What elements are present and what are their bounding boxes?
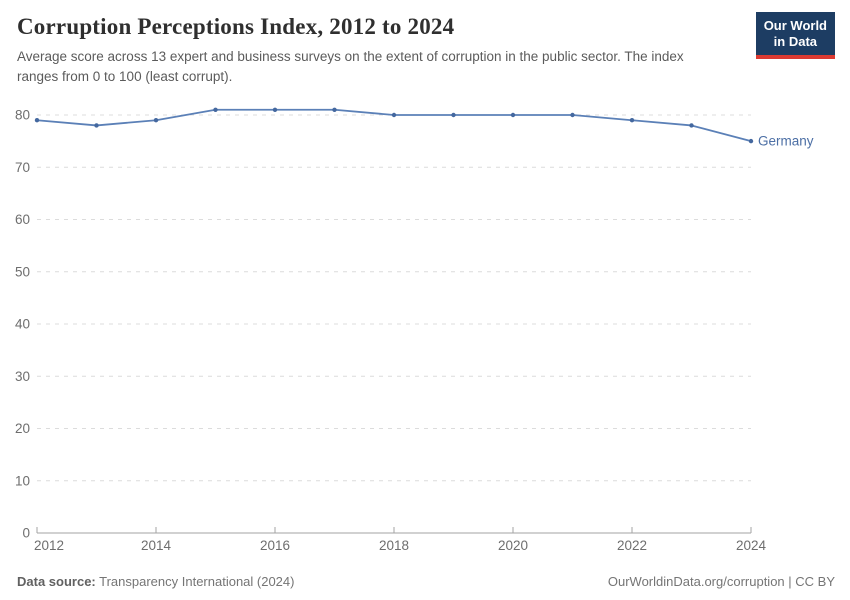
y-tick-label-80: 80 bbox=[15, 108, 30, 123]
x-tick-label-2016: 2016 bbox=[260, 538, 290, 553]
series-end-label-germany[interactable]: Germany bbox=[758, 134, 814, 149]
y-tick-label-10: 10 bbox=[15, 473, 30, 488]
data-point-germany-2024[interactable] bbox=[748, 138, 754, 144]
data-source-value: Transparency International (2024) bbox=[95, 574, 295, 589]
data-point-germany-2017[interactable] bbox=[332, 107, 337, 112]
owid-logo[interactable]: Our World in Data bbox=[755, 12, 835, 59]
data-point-germany-2022[interactable] bbox=[629, 118, 635, 123]
x-tick-label-2024: 2024 bbox=[736, 538, 767, 553]
y-tick-label-0: 0 bbox=[22, 526, 30, 541]
owid-citation-link[interactable]: OurWorldinData.org/corruption | CC BY bbox=[607, 574, 835, 589]
y-tick-label-60: 60 bbox=[15, 212, 30, 227]
data-point-germany-2019[interactable] bbox=[451, 112, 456, 118]
data-point-germany-2014[interactable] bbox=[153, 118, 159, 123]
x-tick-label-2012: 2012 bbox=[34, 538, 64, 553]
y-tick-label-30: 30 bbox=[15, 369, 30, 384]
chart-title: Corruption Perceptions Index, 2012 to 20… bbox=[17, 14, 455, 39]
y-tick-label-40: 40 bbox=[15, 317, 30, 332]
chart-header: Corruption Perceptions Index, 2012 to 20… bbox=[17, 14, 762, 86]
data-point-germany-2015[interactable] bbox=[213, 107, 218, 112]
data-point-germany-2016[interactable] bbox=[272, 107, 278, 112]
chart-footer: Data source: Transparency International … bbox=[17, 574, 835, 589]
chart-subtitle: Average score across 13 expert and busin… bbox=[17, 49, 684, 84]
x-tick-label-2022: 2022 bbox=[617, 538, 647, 553]
y-tick-label-70: 70 bbox=[15, 160, 30, 175]
data-source: Data source: Transparency International … bbox=[17, 574, 294, 589]
x-tick-label-2020: 2020 bbox=[498, 538, 528, 553]
data-point-germany-2020[interactable] bbox=[510, 112, 516, 118]
x-tick-label-2014: 2014 bbox=[141, 538, 172, 553]
data-point-germany-2013[interactable] bbox=[94, 123, 99, 128]
owid-logo-line1: Our World bbox=[763, 18, 827, 33]
x-tick-label-2018: 2018 bbox=[379, 538, 409, 553]
data-point-germany-2023[interactable] bbox=[689, 123, 694, 128]
data-point-germany-2012[interactable] bbox=[34, 118, 40, 123]
owid-logo-line2: in Data bbox=[773, 33, 818, 49]
y-tick-label-50: 50 bbox=[15, 264, 30, 279]
data-point-germany-2018[interactable] bbox=[391, 112, 397, 118]
data-source-label: Data source: bbox=[17, 574, 96, 589]
chart-svg: 0 10 20 30 40 50 60 70 80 2012 2014 2016 2018 2020 202… bbox=[15, 107, 814, 554]
y-tick-label-20: 20 bbox=[15, 421, 30, 436]
data-point-germany-2021[interactable] bbox=[570, 112, 575, 118]
